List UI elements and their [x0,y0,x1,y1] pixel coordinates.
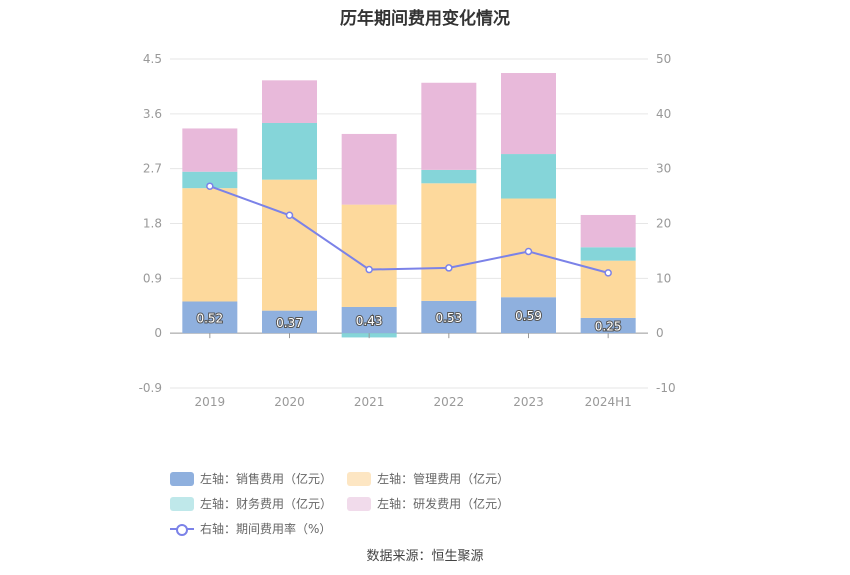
right-axis: -10 0 10 20 30 40 50 [656,52,676,395]
sales-data-label: 0.43 [356,314,383,328]
ratio-point [524,247,533,256]
left-tick-label: 2.7 [143,162,162,176]
category-label: 2020 [274,395,305,409]
sales-data-label: 0.25 [595,320,622,334]
ratio-point [206,182,214,190]
right-tick-label: 40 [656,107,671,121]
legend-item-sales[interactable]: 左轴：销售费用（亿元） [170,470,332,487]
sales-bar [341,306,397,334]
finance-bar [262,122,317,180]
admin-bar [182,188,238,302]
right-tick-label: -10 [656,381,676,395]
legend-label-rd: 左轴：研发费用（亿元） [377,497,510,511]
left-tick-label: 3.6 [143,107,162,121]
ratio-point [365,265,373,274]
rd-bar [580,214,636,248]
finance-bar [421,169,477,184]
rd-bar [341,133,397,205]
sales-data-label: 0.37 [276,316,303,330]
sales-data-label: 0.59 [515,309,542,323]
right-tick-label: 20 [656,217,671,231]
gridlines [170,58,648,389]
right-tick-label: 0 [656,326,664,340]
finance-bar [182,171,238,189]
left-tick-label: -0.9 [139,381,162,395]
sales-bar [421,300,477,334]
right-tick-label: 10 [656,271,671,285]
admin-bar [421,183,477,301]
admin-bar [341,204,397,307]
category-label: 2023 [513,395,544,409]
sales-data-label: 0.53 [435,311,462,325]
legend-item-admin[interactable]: 左轴：管理费用（亿元） [347,470,509,487]
rd-bar [501,73,556,155]
legend: 左轴：销售费用（亿元） 左轴：管理费用（亿元） 左轴：财务费用（亿元） 左轴：研… [170,470,690,545]
category-label: 2024H1 [585,395,632,409]
chart-title: 历年期间费用变化情况 [340,9,510,29]
legend-swatch-rd [347,496,372,511]
legend-item-finance[interactable]: 左轴：财务费用（亿元） [170,495,332,512]
legend-label-ratio: 右轴：期间费用率（%） [200,522,332,536]
legend-item-rd[interactable]: 左轴：研发费用（亿元） [347,495,509,512]
finance-bar [580,247,636,261]
legend-swatch-admin [347,471,372,486]
ratio-point [445,264,453,272]
left-axis: -0.9 0 0.9 1.8 2.7 3.6 4.5 [139,52,162,395]
legend-label-finance: 左轴：财务费用（亿元） [200,497,333,511]
right-tick-label: 50 [656,52,671,66]
sales-bar [501,297,556,334]
x-axis: 2019 2020 2021 2022 2023 2024H1 [195,333,632,409]
rd-bar [421,82,477,170]
ratio-point [285,211,294,220]
admin-bar [262,179,317,311]
expense-ratio-line [206,182,612,277]
category-label: 2021 [354,395,385,409]
sales-data-label: 0.52 [196,311,223,325]
ratio-line-path [209,185,609,274]
right-tick-label: 30 [656,162,671,176]
left-tick-label: 0 [154,326,162,340]
category-label: 2022 [434,395,465,409]
legend-swatch-ratio [170,522,194,536]
ratio-point [604,269,612,277]
rd-bar [262,80,317,123]
data-labels: 0.52 0.37 0.43 0.53 0.59 0.25 [195,308,622,334]
left-tick-label: 4.5 [143,52,162,66]
legend-item-ratio[interactable]: 右轴：期间费用率（%） [170,520,331,537]
sales-bar [182,301,238,334]
legend-label-sales: 左轴：销售费用（亿元） [200,472,333,486]
rd-bar [182,128,238,172]
legend-swatch-finance [170,496,194,511]
sales-bar [580,317,636,334]
bars [182,73,636,338]
source-note: 数据来源：恒生聚源 [366,549,484,564]
left-tick-label: 0.9 [143,271,162,285]
finance-bar [501,154,556,199]
left-tick-label: 1.8 [143,217,162,231]
category-label: 2019 [195,395,226,409]
legend-label-admin: 左轴：管理费用（亿元） [377,472,510,486]
legend-swatch-sales [170,471,194,486]
sales-bar [262,310,317,334]
